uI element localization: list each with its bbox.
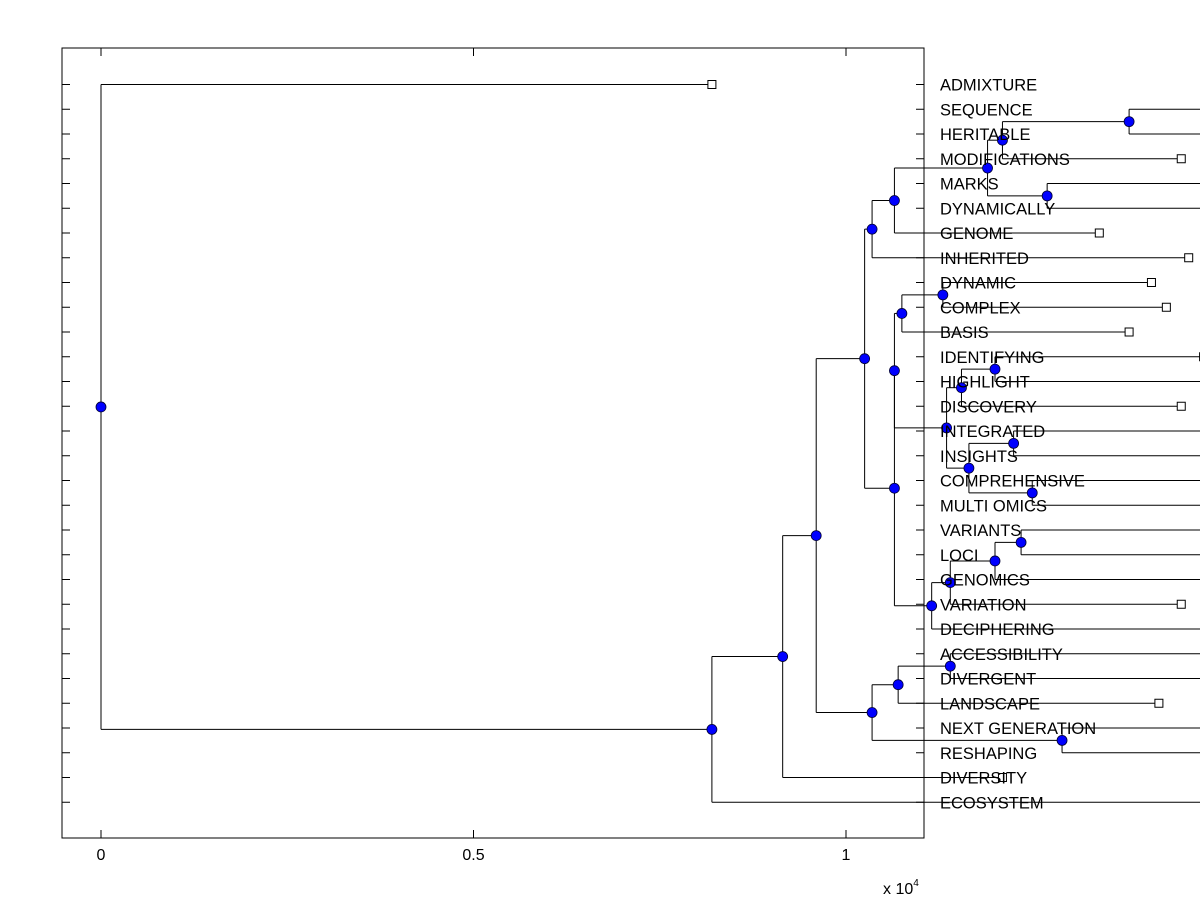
cluster-node-marker: [1123, 116, 1135, 128]
leaf-label: HERITABLE: [940, 126, 1030, 144]
leaf-marker: [1176, 599, 1186, 609]
leaf-label: GENOMICS: [940, 572, 1030, 590]
axis-ticks: [62, 48, 924, 838]
cluster-node-marker: [859, 353, 871, 365]
cluster-node-marker: [926, 600, 938, 612]
node-markers: [95, 116, 1135, 746]
cluster-node-marker: [989, 555, 1001, 567]
plot-area-frame: [61, 47, 925, 839]
leaf-label: VARIATION: [940, 596, 1026, 614]
leaf-label: SEQUENCE: [940, 101, 1033, 119]
leaf-label: ECOSYSTEM: [940, 794, 1044, 812]
leaf-label: NEXT GENERATION: [940, 720, 1096, 738]
x-tick-labels: 00.511.52: [97, 847, 851, 864]
cluster-node-marker: [866, 223, 878, 235]
cluster-node-marker: [777, 651, 789, 662]
leaf-markers: [707, 80, 1200, 782]
cluster-node-marker: [944, 577, 956, 588]
x-tick-label: 0.5: [462, 847, 484, 864]
leaf-label: INTEGRATED: [940, 423, 1045, 441]
leaf-label: LOCI: [940, 547, 979, 565]
cluster-node-marker: [1056, 734, 1068, 746]
leaf-marker: [997, 773, 1007, 782]
leaf-label: HIGHLIGHT: [940, 374, 1030, 392]
leaf-label: DYNAMICALLY: [940, 200, 1055, 218]
cluster-node-marker: [95, 401, 107, 413]
leaf-label: DIVERGENT: [940, 671, 1036, 689]
cluster-node-marker: [1026, 487, 1038, 499]
cluster-node-marker: [1041, 190, 1053, 202]
cluster-node-marker: [892, 679, 904, 691]
cluster-node-marker: [810, 530, 822, 542]
leaf-marker: [1146, 278, 1156, 287]
leaf-label: VARIANTS: [940, 522, 1021, 540]
cluster-node-marker: [889, 482, 900, 494]
leaf-label: ADMIXTURE: [940, 77, 1037, 95]
cluster-node-marker: [944, 660, 956, 672]
leaf-label: INHERITED: [940, 250, 1029, 268]
cluster-node-marker: [889, 195, 900, 206]
leaf-marker: [1154, 698, 1164, 708]
leaf-marker: [1184, 253, 1194, 263]
leaf-label: DECIPHERING: [940, 621, 1055, 639]
leaf-label: LANDSCAPE: [940, 695, 1040, 713]
cluster-node-marker: [963, 462, 975, 474]
x-axis-multiplier-exponent: 4: [913, 878, 919, 889]
x-axis-multiplier: x 104: [883, 878, 919, 898]
leaf-label: DISCOVERY: [940, 398, 1037, 416]
cluster-node-marker: [1008, 437, 1020, 449]
leaf-label: DIVERSITY: [940, 770, 1027, 788]
leaf-marker: [1124, 327, 1134, 337]
leaf-label: COMPLEX: [940, 299, 1021, 317]
cluster-node-marker: [956, 382, 967, 394]
leaf-marker: [1161, 302, 1171, 312]
cluster-node-marker: [1015, 536, 1027, 548]
leaf-label: ACCESSIBILITY: [940, 646, 1063, 664]
cluster-node-marker: [937, 289, 949, 301]
cluster-node-marker: [982, 162, 993, 174]
leaf-labels: ADMIXTURE SEQUENCE HERITABLE MODIFICATIONS M…: [940, 77, 1096, 813]
leaf-marker: [1094, 228, 1104, 238]
cluster-node-marker: [989, 363, 1001, 375]
cluster-node-marker: [896, 308, 908, 319]
cluster-node-marker: [706, 724, 718, 735]
cluster-node-marker: [889, 365, 900, 377]
leaf-marker: [1176, 401, 1186, 411]
leaf-marker: [707, 80, 717, 89]
leaf-label: IDENTIFYING: [940, 349, 1045, 367]
leaf-label: INSIGHTS: [940, 448, 1018, 466]
x-tick-label: 1: [842, 847, 851, 864]
leaf-label: MODIFICATIONS: [940, 151, 1070, 169]
x-tick-label: 0: [97, 847, 106, 864]
leaf-marker: [1176, 154, 1186, 164]
cluster-node-marker: [997, 134, 1008, 146]
x-axis-multiplier-base: x 10: [883, 881, 913, 898]
leaf-label: GENOME: [940, 225, 1013, 243]
leaf-label: COMPREHENSIVE: [940, 473, 1085, 491]
leaf-label: RESHAPING: [940, 745, 1037, 763]
cluster-node-marker: [866, 707, 878, 718]
cluster-node-marker: [941, 422, 952, 434]
leaf-label: MARKS: [940, 176, 999, 194]
leaf-label: MULTI OMICS: [940, 497, 1047, 515]
leaf-label: BASIS: [940, 324, 989, 342]
leaf-label: DYNAMIC: [940, 275, 1016, 293]
